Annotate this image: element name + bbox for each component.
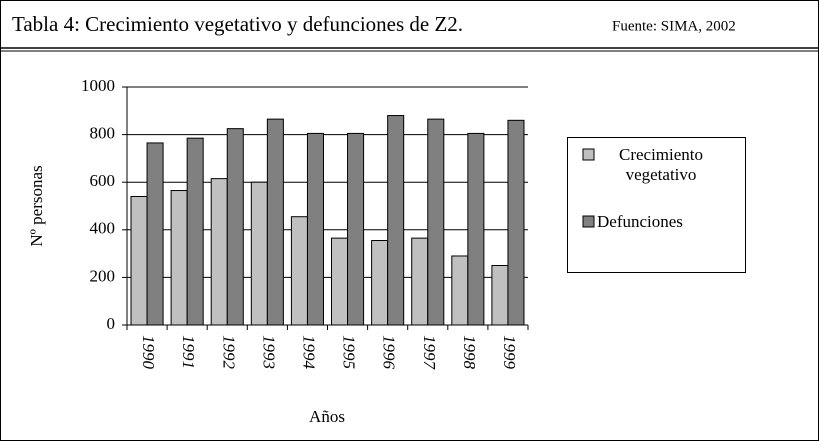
x-axis-label: Años [309,407,345,426]
x-tick-label: 1995 [340,335,359,369]
x-tick-label: 1990 [139,335,158,370]
bar [411,237,429,326]
legend-swatch [582,215,595,228]
x-tick-label: 1991 [179,335,198,369]
x-tick-label: 1998 [460,335,479,370]
bar [306,132,324,326]
x-tick-label: 1992 [219,335,238,370]
chart-title: Tabla 4: Crecimiento vegetativo y defunc… [12,12,463,36]
bar [186,137,204,326]
y-tick-label: 200 [90,266,116,285]
bar [371,240,389,326]
bar [507,119,525,326]
bar [491,265,509,326]
bar [266,118,284,326]
bar [427,118,445,326]
y-tick-label: 800 [90,124,116,143]
legend-label: Defunciones [597,212,683,231]
y-tick-label: 600 [90,171,116,190]
bar [130,195,148,326]
legend-swatch [582,148,595,161]
bar [250,181,268,326]
y-axis-label: Nº personas [27,165,46,246]
legend-box [567,137,746,273]
y-tick-label: 1000 [81,76,115,95]
bar [331,237,349,326]
bar [451,255,469,326]
bar [347,132,365,326]
y-tick-label: 400 [90,219,116,238]
bar [170,190,188,326]
bar [210,178,228,326]
bar [146,142,164,326]
bar [387,115,405,326]
source: Fuente: SIMA, 2002 [612,18,736,34]
x-tick-label: 1999 [500,335,519,370]
bar [290,216,308,326]
x-tick-label: 1996 [380,335,399,370]
x-tick-label: 1997 [420,335,439,371]
legend-label: Crecimiento vegetativo [618,145,704,184]
y-tick-label: 0 [107,314,116,333]
x-tick-label: 1994 [300,335,319,370]
x-tick-label: 1993 [259,335,278,369]
bar [467,132,485,326]
bar [226,128,244,326]
